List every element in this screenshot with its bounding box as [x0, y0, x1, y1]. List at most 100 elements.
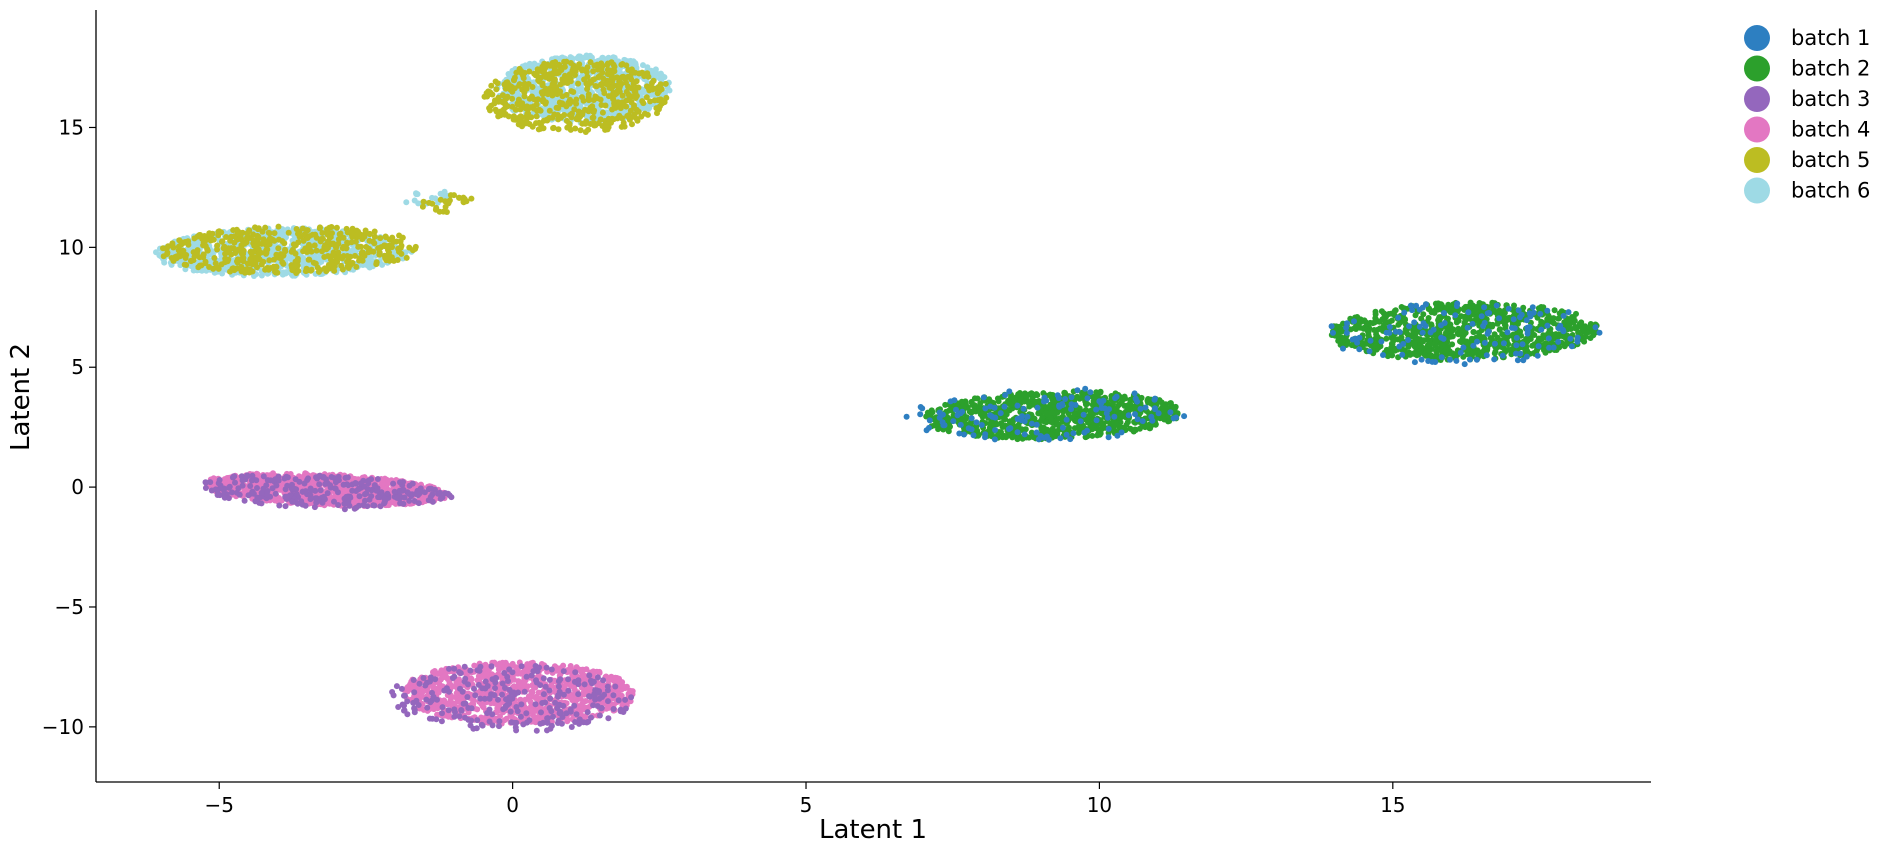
data-point	[334, 258, 341, 265]
data-point	[299, 225, 306, 232]
data-point	[275, 236, 282, 243]
data-point	[575, 80, 582, 87]
data-point	[319, 230, 326, 236]
data-point	[343, 225, 350, 232]
data-point	[549, 101, 556, 108]
data-point	[539, 80, 546, 87]
data-point	[636, 70, 643, 77]
data-point	[1121, 393, 1128, 400]
data-point	[1015, 391, 1022, 398]
data-point	[259, 228, 266, 235]
data-point	[587, 59, 594, 66]
data-point	[376, 251, 383, 258]
data-point	[566, 71, 573, 78]
data-point	[247, 255, 254, 262]
data-point	[295, 239, 302, 246]
data-point	[1504, 334, 1511, 341]
data-point	[525, 106, 531, 113]
data-point	[349, 233, 356, 240]
data-point	[1445, 343, 1451, 350]
series-batch-4	[203, 470, 636, 727]
data-point	[608, 73, 615, 80]
data-point	[540, 125, 547, 132]
data-point	[271, 256, 277, 263]
data-point	[340, 243, 347, 250]
data-point	[215, 228, 222, 235]
data-point	[592, 83, 599, 89]
data-point	[599, 62, 606, 69]
data-point	[549, 81, 556, 88]
data-point	[231, 239, 238, 246]
data-point	[160, 253, 167, 260]
data-point	[366, 262, 373, 269]
data-point	[651, 97, 658, 104]
data-point	[644, 70, 651, 77]
data-point	[294, 255, 301, 262]
data-point	[529, 123, 536, 130]
data-point	[1084, 400, 1091, 407]
data-point	[511, 85, 518, 92]
data-point	[432, 206, 439, 213]
data-point	[620, 119, 627, 126]
data-point	[300, 248, 307, 255]
data-point	[488, 82, 495, 89]
data-point	[354, 232, 361, 239]
data-point	[335, 236, 342, 243]
data-point	[202, 258, 209, 265]
data-point	[249, 261, 256, 268]
data-point	[594, 95, 601, 102]
data-point	[1462, 317, 1469, 324]
data-point	[1388, 335, 1395, 341]
data-point	[1009, 434, 1016, 441]
data-point	[1587, 324, 1594, 331]
data-point	[1590, 332, 1597, 339]
data-point	[1031, 399, 1038, 406]
data-point	[566, 120, 573, 127]
data-point	[576, 61, 583, 68]
data-point	[370, 238, 376, 245]
data-point	[1547, 329, 1554, 336]
data-point	[590, 109, 597, 116]
data-point	[591, 76, 598, 83]
data-point	[280, 252, 287, 259]
data-point	[1126, 406, 1133, 413]
data-point	[296, 233, 303, 240]
data-point	[561, 63, 568, 70]
data-point	[371, 228, 378, 235]
data-point	[994, 395, 1001, 402]
data-point	[271, 230, 278, 237]
data-point	[381, 252, 388, 259]
data-point	[643, 94, 650, 101]
data-point	[1003, 434, 1009, 441]
data-point	[285, 229, 292, 236]
data-point	[528, 93, 535, 100]
data-point	[182, 239, 189, 245]
data-point	[1458, 313, 1465, 320]
data-point	[585, 97, 592, 104]
data-point	[194, 250, 200, 256]
data-point	[530, 103, 537, 110]
data-point	[521, 93, 528, 100]
data-point	[551, 111, 558, 118]
data-point	[567, 126, 574, 133]
data-point	[653, 105, 660, 112]
data-point	[644, 111, 651, 118]
data-point	[1381, 314, 1388, 321]
data-point	[1438, 302, 1445, 309]
data-point	[1419, 344, 1426, 351]
data-point	[1470, 329, 1477, 335]
data-point	[493, 86, 500, 93]
data-point	[397, 238, 404, 245]
data-point	[580, 97, 587, 104]
data-point	[338, 262, 345, 269]
data-point	[931, 422, 938, 429]
data-point	[1403, 329, 1410, 336]
data-point	[653, 70, 660, 77]
data-point	[188, 258, 195, 265]
data-point	[1433, 348, 1440, 354]
data-point	[1098, 410, 1105, 417]
data-point	[549, 62, 556, 69]
data-point	[328, 241, 335, 248]
data-point	[494, 80, 501, 87]
data-point	[420, 198, 427, 205]
